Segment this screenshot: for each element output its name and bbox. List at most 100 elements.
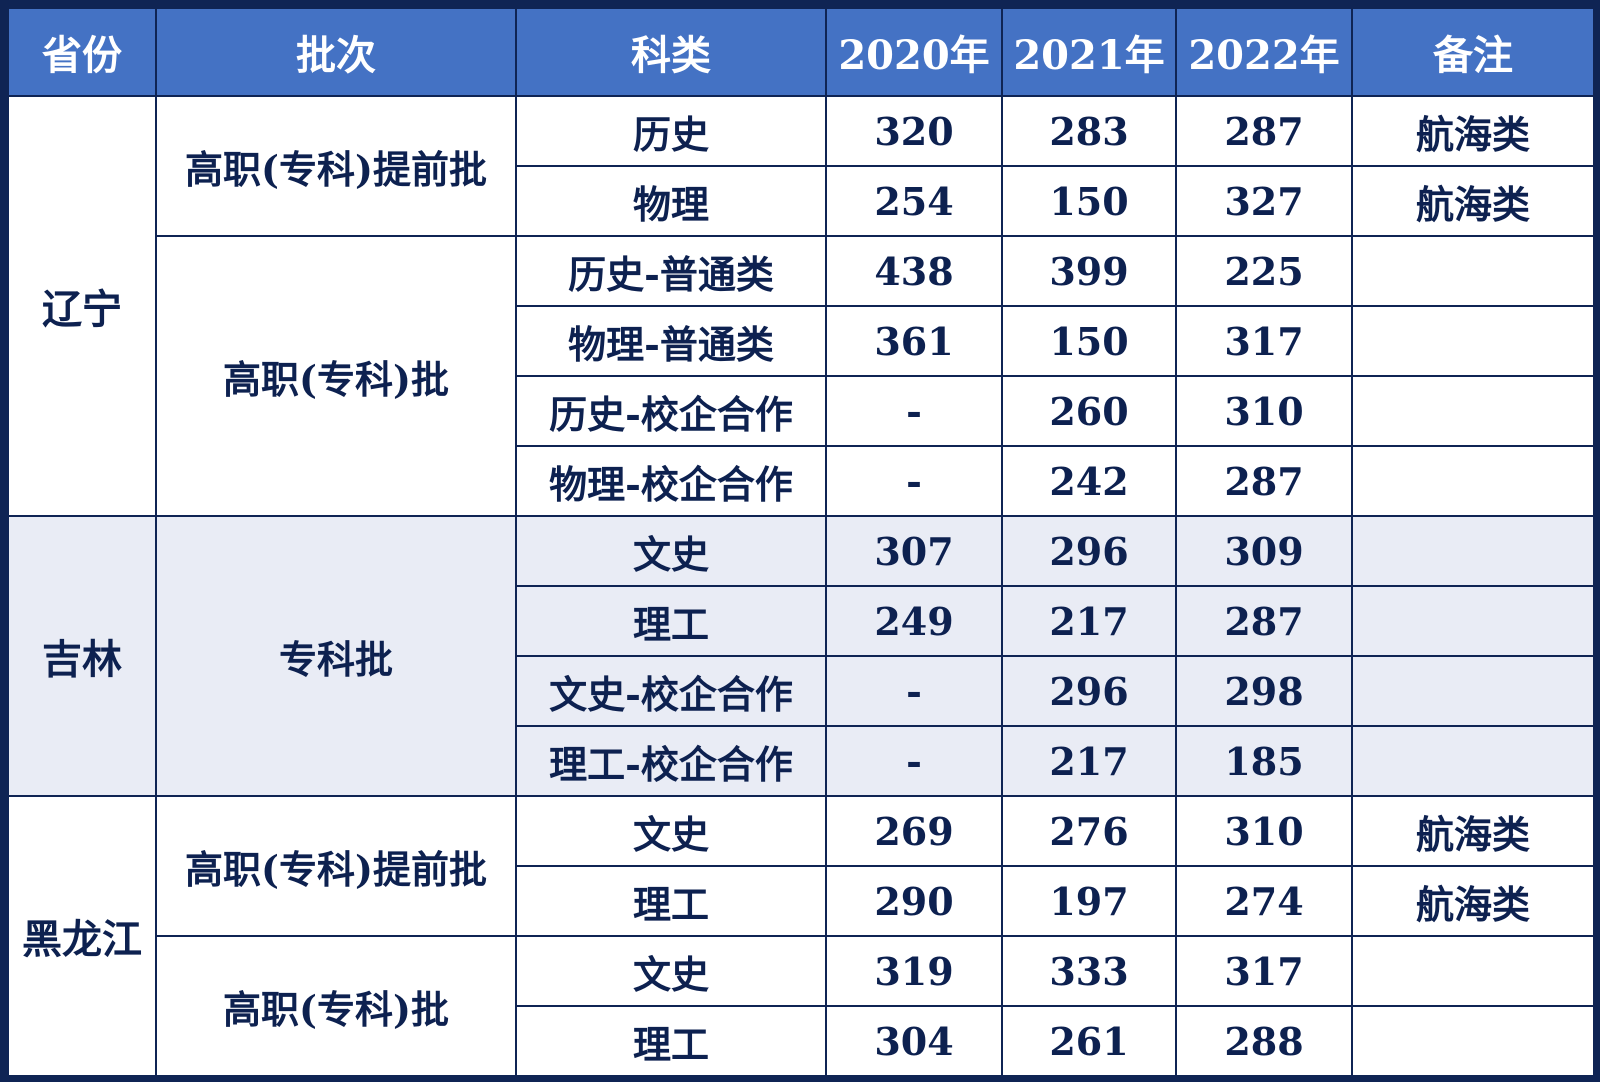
- batch-cell: 高职(专科)提前批: [155, 795, 517, 937]
- score-2020-cell: 438: [825, 235, 1003, 307]
- table-row: 理工 304 261 288: [8, 1005, 1595, 1077]
- table-row: 物理 254 150 327 航海类: [8, 165, 1595, 237]
- note-cell: [1351, 305, 1595, 377]
- note-cell: 航海类: [1351, 865, 1595, 937]
- score-2022-cell: 287: [1175, 95, 1353, 167]
- subject-cell: 文史: [515, 795, 827, 867]
- note-cell: [1351, 585, 1595, 657]
- note-cell: 航海类: [1351, 165, 1595, 237]
- score-2022-cell: 287: [1175, 445, 1353, 517]
- score-2022-cell: 310: [1175, 375, 1353, 447]
- table-row: 物理-校企合作 - 242 287: [8, 445, 1595, 517]
- province-cell: 辽宁: [7, 95, 157, 517]
- score-2021-cell: 260: [1001, 375, 1177, 447]
- header-province: 省份: [7, 7, 157, 97]
- group-jilin: 吉林 专科批 文史 307 296 309 理工 249 217 287 文史-…: [7, 515, 1595, 797]
- score-2022-cell: 287: [1175, 585, 1353, 657]
- score-2022-cell: 310: [1175, 795, 1353, 867]
- admission-score-table: 省份 批次 科类 2020年 2021年 2022年 备注 辽宁 高职(专科)提…: [7, 7, 1595, 1077]
- table-header: 省份 批次 科类 2020年 2021年 2022年 备注: [7, 7, 1595, 97]
- note-cell: [1351, 445, 1595, 517]
- score-2021-cell: 283: [1001, 95, 1177, 167]
- score-2021-cell: 333: [1001, 935, 1177, 1007]
- header-batch: 批次: [155, 7, 517, 97]
- score-2022-cell: 274: [1175, 865, 1353, 937]
- subject-cell: 物理-普通类: [515, 305, 827, 377]
- score-2021-cell: 197: [1001, 865, 1177, 937]
- table-row: 吉林 专科批 文史 307 296 309: [7, 515, 1595, 797]
- batch-cell: 高职(专科)提前批: [155, 95, 517, 237]
- table-row: 理工 249 217 287: [8, 585, 1595, 657]
- score-2020-cell: 304: [825, 1005, 1003, 1077]
- score-2020-cell: 249: [825, 585, 1003, 657]
- score-2022-cell: 225: [1175, 235, 1353, 307]
- table-row: 高职(专科)批 历史-普通类 438 399 225: [8, 235, 1595, 517]
- note-cell: [1351, 935, 1595, 1007]
- score-2022-cell: 185: [1175, 725, 1353, 797]
- header-year-2020: 2020年: [825, 7, 1003, 97]
- subject-cell: 物理-校企合作: [515, 445, 827, 517]
- table-row: 理工 290 197 274 航海类: [8, 865, 1595, 937]
- table-row: 理工-校企合作 - 217 185: [8, 725, 1595, 797]
- note-cell: [1351, 725, 1595, 797]
- score-2021-cell: 217: [1001, 585, 1177, 657]
- score-2021-cell: 276: [1001, 795, 1177, 867]
- score-2021-cell: 261: [1001, 1005, 1177, 1077]
- score-2022-cell: 317: [1175, 305, 1353, 377]
- score-2020-cell: 290: [825, 865, 1003, 937]
- header-year-2022: 2022年: [1175, 7, 1353, 97]
- header-note: 备注: [1351, 7, 1595, 97]
- table-row: 高职(专科)批 文史 319 333 317: [8, 935, 1595, 1077]
- subject-cell: 文史-校企合作: [515, 655, 827, 727]
- header-year-2021: 2021年: [1001, 7, 1177, 97]
- score-2022-cell: 317: [1175, 935, 1353, 1007]
- group-heilongjiang: 黑龙江 高职(专科)提前批 文史 269 276 310 航海类 理工 290 …: [7, 795, 1595, 1077]
- subject-cell: 文史: [515, 515, 827, 587]
- score-2021-cell: 296: [1001, 515, 1177, 587]
- score-2021-cell: 150: [1001, 165, 1177, 237]
- subject-cell: 理工-校企合作: [515, 725, 827, 797]
- batch-cell: 高职(专科)批: [155, 935, 517, 1077]
- note-cell: [1351, 515, 1595, 587]
- subject-cell: 历史: [515, 95, 827, 167]
- note-cell: [1351, 375, 1595, 447]
- subject-cell: 文史: [515, 935, 827, 1007]
- score-2020-cell: 269: [825, 795, 1003, 867]
- score-2021-cell: 399: [1001, 235, 1177, 307]
- subject-cell: 历史-校企合作: [515, 375, 827, 447]
- batch-cell: 高职(专科)批: [155, 235, 517, 517]
- table-row: 黑龙江 高职(专科)提前批 文史 269 276 310 航海类: [7, 795, 1595, 1077]
- table-row: 文史-校企合作 - 296 298: [8, 655, 1595, 727]
- score-2022-cell: 298: [1175, 655, 1353, 727]
- score-2022-cell: 288: [1175, 1005, 1353, 1077]
- score-2020-cell: -: [825, 375, 1003, 447]
- note-cell: 航海类: [1351, 95, 1595, 167]
- table-row: 辽宁 高职(专科)提前批 历史 320 283 287 航海类: [7, 95, 1595, 517]
- note-cell: [1351, 235, 1595, 307]
- score-2020-cell: 361: [825, 305, 1003, 377]
- note-cell: 航海类: [1351, 795, 1595, 867]
- score-2021-cell: 296: [1001, 655, 1177, 727]
- score-2020-cell: -: [825, 445, 1003, 517]
- note-cell: [1351, 655, 1595, 727]
- subject-cell: 历史-普通类: [515, 235, 827, 307]
- score-2020-cell: 254: [825, 165, 1003, 237]
- header-row: 省份 批次 科类 2020年 2021年 2022年 备注: [7, 7, 1595, 97]
- score-2020-cell: 307: [825, 515, 1003, 587]
- score-2020-cell: 319: [825, 935, 1003, 1007]
- score-2022-cell: 309: [1175, 515, 1353, 587]
- header-subject: 科类: [515, 7, 827, 97]
- score-2020-cell: -: [825, 655, 1003, 727]
- subject-cell: 理工: [515, 865, 827, 937]
- province-cell: 黑龙江: [7, 795, 157, 1077]
- province-cell: 吉林: [7, 515, 157, 797]
- score-2021-cell: 150: [1001, 305, 1177, 377]
- subject-cell: 物理: [515, 165, 827, 237]
- table-row: 物理-普通类 361 150 317: [8, 305, 1595, 377]
- score-2022-cell: 327: [1175, 165, 1353, 237]
- score-2020-cell: 320: [825, 95, 1003, 167]
- score-2021-cell: 242: [1001, 445, 1177, 517]
- score-2020-cell: -: [825, 725, 1003, 797]
- batch-cell: 专科批: [155, 515, 517, 797]
- group-liaoning: 辽宁 高职(专科)提前批 历史 320 283 287 航海类 物理 254 1…: [7, 95, 1595, 517]
